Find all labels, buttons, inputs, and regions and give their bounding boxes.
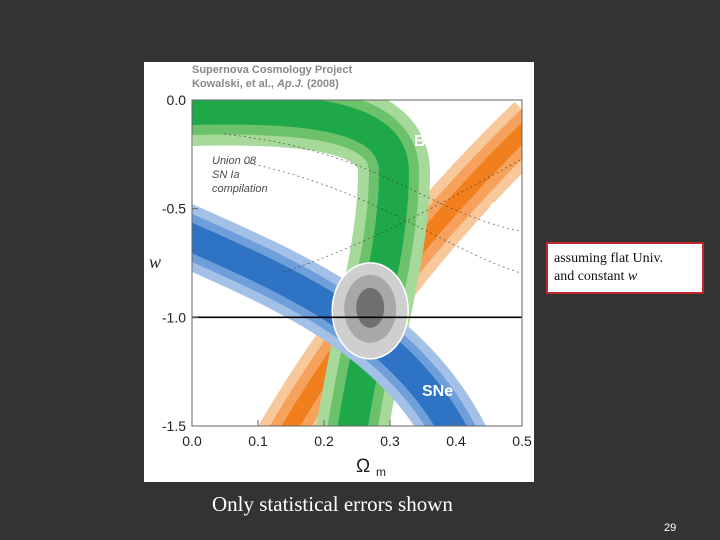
inset-compilation-text: Union 08 [212, 155, 257, 167]
y-tick-label: -1.0 [162, 309, 186, 325]
figure-header-year: (2008) [303, 78, 339, 90]
bao-label: BAO [414, 133, 450, 150]
x-tick-label: 0.3 [380, 433, 400, 449]
x-tick-label: 0.1 [248, 433, 268, 449]
plot-frame [191, 99, 523, 427]
cosmology-constraint-figure: BAO CMB SNe Union 08 SN Ia compilation 0.0 0.1 0… [144, 62, 534, 482]
y-tick-label: -1.5 [162, 418, 186, 434]
x-tick-label: 0.5 [512, 433, 532, 449]
x-tick-label: 0.4 [446, 433, 466, 449]
slide-caption: Only statistical errors shown [212, 492, 453, 516]
sne-label: SNe [422, 383, 453, 400]
y-tick-label: 0.0 [167, 92, 187, 108]
inset-compilation-text: SN Ia [212, 169, 240, 181]
page-number: 29 [664, 522, 677, 534]
bao-band-contour [192, 100, 410, 426]
x-axis-label: Ω [356, 456, 370, 477]
assumption-note-w: w [627, 269, 638, 284]
x-axis-subscript: m [376, 465, 386, 479]
assumption-note-line2-text: and constant [554, 269, 628, 284]
figure-header-authors: Kowalski, et al., [192, 78, 277, 90]
x-tick-label: 0.0 [182, 433, 202, 449]
assumption-note-line1: assuming flat Univ. [554, 251, 664, 266]
y-tick-label: -0.5 [162, 201, 186, 217]
inset-compilation-text: compilation [212, 183, 268, 195]
combined-contour-inner [356, 287, 385, 328]
plot-area [192, 100, 522, 426]
y-axis-label: w [149, 252, 161, 272]
figure-header-reference: Kowalski, et al., Ap.J. (2008) [192, 78, 339, 90]
x-tick-label: 0.2 [314, 433, 334, 449]
figure-header-journal: Ap.J. [276, 78, 304, 90]
assumption-note-line2: and constant w [554, 268, 698, 286]
figure-header-project: Supernova Cosmology Project [192, 64, 353, 76]
cmb-systematics-curve [283, 158, 522, 273]
assumption-note: assuming flat Univ. and constant w [546, 242, 704, 294]
